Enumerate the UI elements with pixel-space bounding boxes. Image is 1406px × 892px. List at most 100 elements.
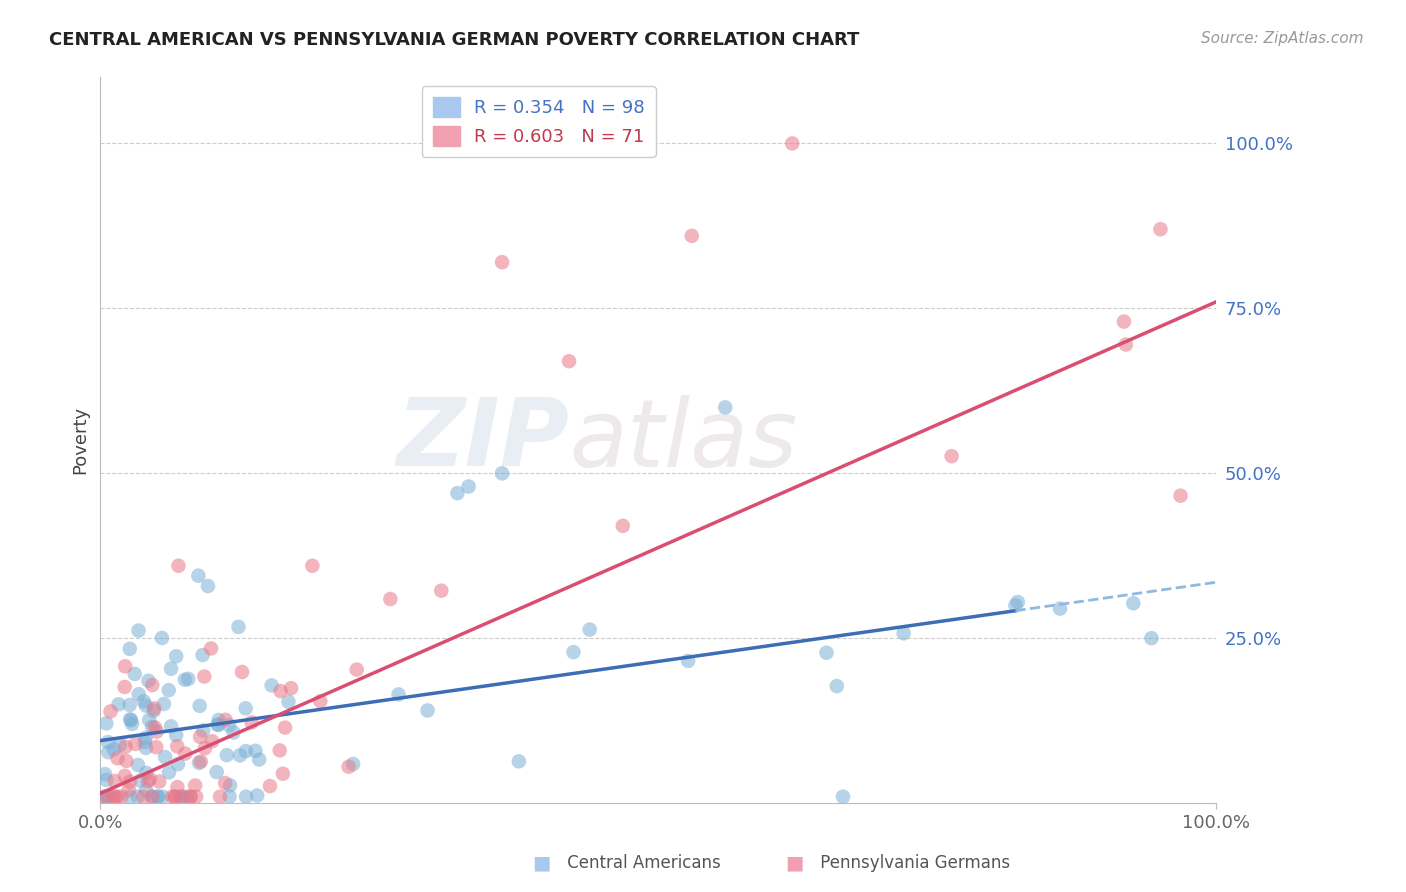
Point [141,678,163,692]
Point [143,701,166,715]
Point [176,789,198,804]
Point [337,760,360,774]
Point [143,720,166,734]
Text: ZIP: ZIP [396,394,569,486]
Point [218,718,240,732]
Point [135,731,157,745]
Point [118,782,141,797]
Point [301,558,323,573]
Point [96,772,118,787]
Point [104,774,127,789]
Point [166,739,188,754]
Point [188,698,211,713]
Point [200,641,222,656]
Point [387,688,409,702]
Point [1122,596,1144,610]
Point [825,679,848,693]
Point [121,717,143,731]
Point [157,683,180,698]
Point [346,663,368,677]
Point [118,641,141,656]
Point [179,789,201,804]
Point [207,713,229,727]
Point [191,648,214,662]
Point [135,766,157,780]
Point [1049,601,1071,615]
Point [222,725,245,739]
Point [231,665,253,679]
Point [165,728,187,742]
Point [160,789,183,804]
Y-axis label: Poverty: Poverty [72,406,89,475]
Point [893,626,915,640]
Point [146,789,169,804]
Point [165,789,187,804]
Point [138,713,160,727]
Point [129,773,152,788]
Point [141,720,163,734]
Text: CENTRAL AMERICAN VS PENNSYLVANIA GERMAN POVERTY CORRELATION CHART: CENTRAL AMERICAN VS PENNSYLVANIA GERMAN … [49,31,859,49]
Point [165,649,187,664]
Point [124,737,146,751]
Point [114,680,136,694]
Point [153,697,176,711]
Point [197,579,219,593]
Point [150,631,173,645]
Point [93,789,115,804]
Point [190,755,212,769]
Point [153,750,176,764]
Point [152,789,174,804]
Point [219,778,242,792]
Point [681,228,703,243]
Point [146,789,169,804]
Point [187,568,209,582]
Point [201,734,224,748]
Point [124,667,146,681]
Point [271,766,294,780]
Text: atlas: atlas [569,395,797,486]
Point [558,354,581,368]
Point [120,713,142,727]
Point [114,739,136,754]
Point [96,789,118,804]
Point [163,789,186,804]
Point [446,486,468,500]
Point [1004,599,1026,613]
Point [110,789,132,804]
Point [193,723,215,738]
Text: Source: ZipAtlas.com: Source: ZipAtlas.com [1201,31,1364,46]
Point [1140,631,1163,645]
Point [128,687,150,701]
Point [270,684,292,698]
Point [194,741,217,756]
Point [134,735,156,749]
Point [127,758,149,772]
Point [98,789,121,804]
Point [309,694,332,708]
Point [941,449,963,463]
Point [118,774,141,789]
Point [135,740,157,755]
Point [94,767,117,781]
Point [245,744,267,758]
Point [132,694,155,708]
Point [416,703,439,717]
Text: ■: ■ [531,854,551,872]
Point [170,789,193,804]
Point [229,748,252,763]
Point [578,623,600,637]
Point [103,742,125,756]
Point [97,735,120,749]
Point [430,583,453,598]
Point [1007,595,1029,609]
Point [135,698,157,713]
Point [167,558,190,573]
Point [780,136,803,151]
Point [457,479,479,493]
Point [169,789,191,804]
Point [96,716,118,731]
Point [100,705,122,719]
Point [141,789,163,804]
Point [114,659,136,673]
Point [491,255,513,269]
